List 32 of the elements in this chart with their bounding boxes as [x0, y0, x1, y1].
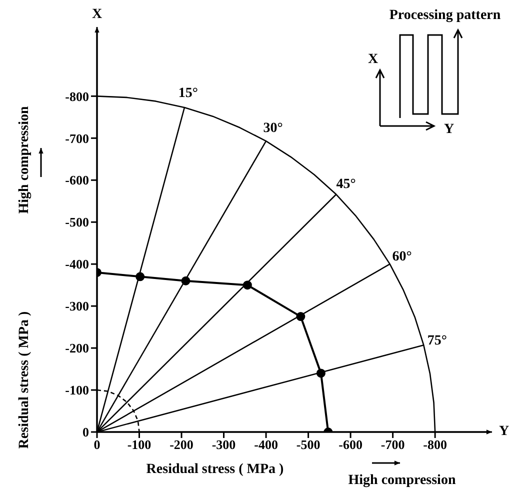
- y-tick-label: -500: [65, 214, 89, 230]
- y-tick-label: -800: [65, 88, 89, 104]
- annotation: 45°: [336, 176, 356, 192]
- text: High compression: [17, 106, 32, 214]
- y-tick-label: 0: [82, 424, 89, 440]
- annotation: X: [368, 52, 378, 68]
- y-tick-label: -200: [65, 340, 89, 356]
- x-tick-label: -600: [338, 437, 362, 452]
- annotation: Y: [444, 122, 454, 138]
- x-tick-label: -800: [423, 437, 447, 452]
- x-tick-label: -100: [127, 437, 152, 452]
- y-tick-label: -100: [65, 382, 89, 398]
- y-tick-label: -700: [65, 130, 89, 146]
- y-tick-label: -300: [65, 298, 89, 314]
- annotation: 75°: [427, 334, 447, 349]
- y-tick-label: -600: [65, 172, 89, 188]
- annotation: 15°: [178, 86, 198, 102]
- text: High compression: [348, 473, 456, 488]
- annotation: X: [92, 7, 102, 22]
- x-tick-label: -300: [212, 437, 236, 452]
- y-axis-title: Residual stress ( MPa ): [17, 310, 32, 449]
- annotation: Y: [498, 424, 510, 440]
- annotation: 60°: [392, 249, 412, 264]
- x-tick-label: -700: [380, 437, 405, 452]
- y-tick-label: -400: [65, 256, 89, 272]
- x-tick-label: -400: [254, 437, 278, 452]
- x-tick-label: -500: [296, 437, 320, 452]
- x-tick-label: -200: [170, 437, 194, 452]
- x-tick-label: 0: [94, 437, 100, 452]
- x-axis-title: Residual stress ( MPa ): [146, 462, 284, 478]
- annotation: 30°: [263, 121, 283, 136]
- text: Processing pattern: [389, 8, 501, 24]
